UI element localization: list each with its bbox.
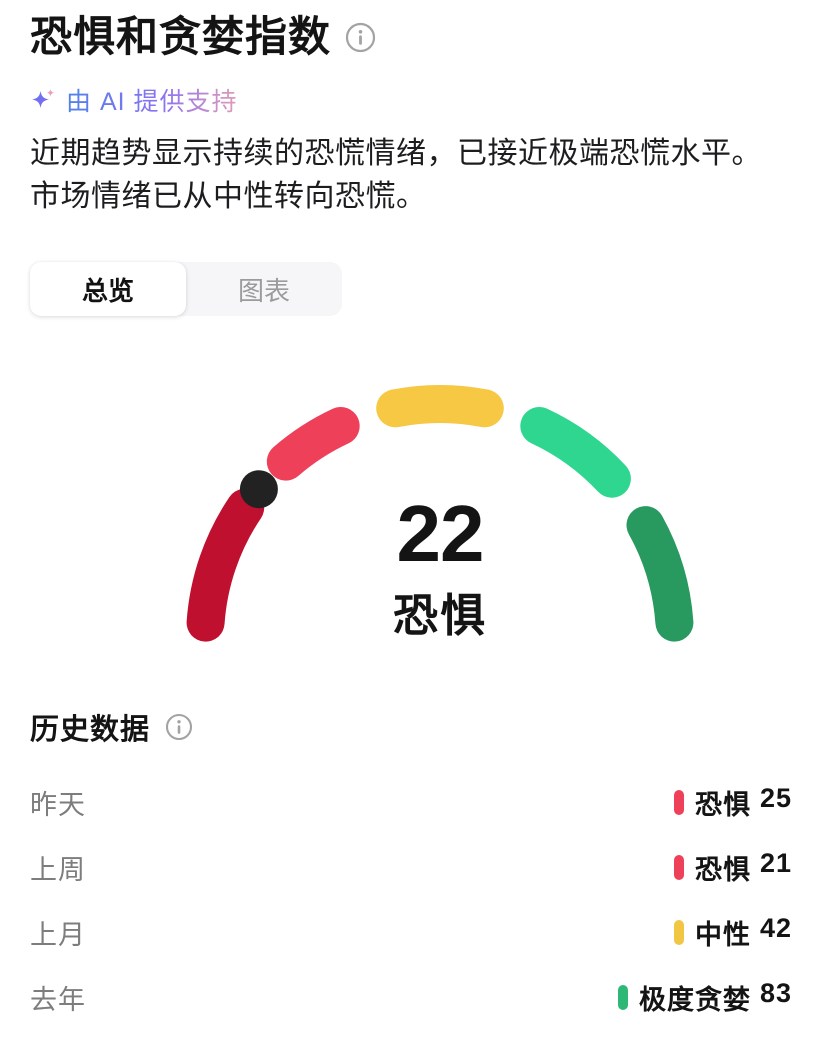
history-period: 上月 — [30, 919, 86, 950]
sentiment-pill-icon — [617, 984, 628, 1010]
info-icon[interactable] — [345, 22, 376, 53]
header: 恐惧和贪婪指数 — [30, 13, 792, 60]
history-period: 去年 — [30, 984, 86, 1015]
history-sentiment: 中性 — [694, 919, 751, 950]
history-title: 历史数据 — [30, 714, 151, 747]
fear-greed-gauge: 22 恐惧 — [160, 376, 720, 666]
history-list: 昨天 恐惧 25 上周 恐惧 21 上月 — [30, 783, 792, 1015]
gauge-sentiment-label: 恐惧 — [392, 590, 487, 642]
history-value: 42 — [759, 912, 792, 943]
history-result: 恐惧 25 — [673, 782, 792, 822]
sentiment-pill-icon — [673, 854, 684, 880]
gauge-segment-extreme-fear — [186, 488, 265, 642]
trend-description: 近期趋势显示持续的恐慌情绪，已接近极端恐慌水平。市场情绪已从中性转向恐慌。 — [30, 137, 762, 214]
history-result: 恐惧 21 — [673, 847, 792, 887]
history-period: 上周 — [30, 854, 86, 885]
gauge-segment-fear — [266, 407, 360, 481]
sentiment-pill-icon — [673, 919, 684, 945]
fear-greed-widget: 恐惧和贪婪指数 由 AI 提供支持 — [30, 13, 792, 1015]
history-value: 83 — [759, 977, 792, 1008]
gauge-segment-neutral — [376, 385, 504, 428]
gauge-indicator-dot — [239, 470, 278, 509]
gauge-readout: 22 恐惧 — [160, 376, 720, 642]
ai-powered-label: 由 AI 提供支持 — [66, 82, 238, 118]
history-result: 中性 42 — [673, 912, 792, 952]
history-row-last-week: 上周 恐惧 21 — [30, 848, 792, 885]
gauge-segment-extreme-greed — [626, 506, 694, 642]
gauge-segment-greed — [520, 407, 631, 498]
history-header: 历史数据 — [30, 706, 792, 748]
history-value: 25 — [759, 782, 792, 813]
gauge-value: 22 — [396, 489, 485, 579]
tab-chart[interactable]: 图表 — [237, 275, 290, 306]
sparkle-icon — [30, 87, 57, 114]
history-row-yesterday: 昨天 恐惧 25 — [30, 783, 792, 820]
history-sentiment: 恐惧 — [694, 789, 751, 820]
history-sentiment: 极度贪婪 — [638, 984, 751, 1015]
sentiment-pill-icon — [673, 789, 684, 815]
history-row-last-month: 上月 中性 42 — [30, 913, 792, 950]
history-sentiment: 恐惧 — [694, 854, 751, 885]
history-row-last-year: 去年 极度贪婪 83 — [30, 978, 792, 1015]
history-result: 极度贪婪 83 — [617, 977, 792, 1017]
history-value: 21 — [759, 847, 792, 878]
history-period: 昨天 — [30, 789, 86, 820]
view-tabs: 总览 图表 — [30, 262, 342, 317]
history-info-icon[interactable] — [165, 713, 193, 741]
ai-powered-badge: 由 AI 提供支持 — [30, 86, 792, 116]
gauge-arc — [186, 385, 694, 642]
page-title: 恐惧和贪婪指数 — [30, 13, 332, 60]
tab-overview[interactable]: 总览 — [30, 262, 186, 317]
